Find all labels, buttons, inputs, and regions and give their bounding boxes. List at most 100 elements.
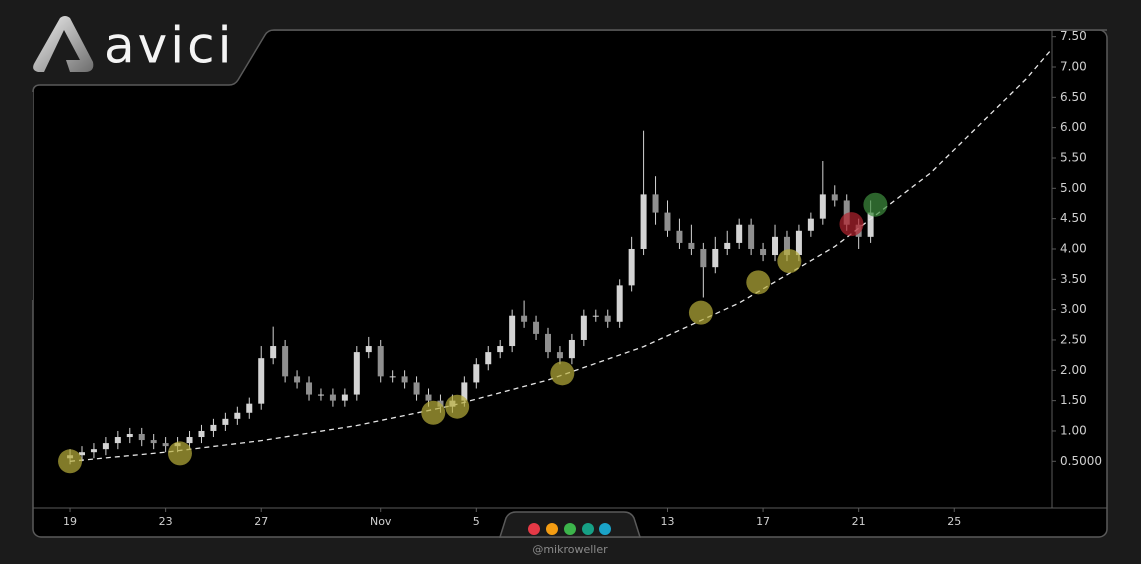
candle-body	[867, 212, 874, 237]
y-tick-label: 0.5000	[1060, 454, 1102, 468]
y-tick-label: 3.00	[1060, 302, 1087, 316]
logo-icon	[33, 16, 94, 72]
x-tick-label: 25	[947, 515, 961, 528]
touch-marker	[777, 249, 802, 274]
y-tick-label: 5.00	[1060, 181, 1087, 195]
candle-body	[294, 376, 301, 383]
candle-body	[461, 382, 468, 401]
candle-body	[114, 437, 121, 444]
candle-body	[186, 437, 193, 444]
candle-body	[807, 218, 814, 231]
candle-body	[616, 285, 623, 322]
candle-body	[353, 352, 360, 395]
x-tick-label: 13	[660, 515, 674, 528]
candle-body	[772, 236, 779, 256]
candle-body	[473, 364, 480, 383]
candle-body	[652, 194, 659, 213]
candle-body	[580, 315, 587, 340]
candle-body	[306, 382, 313, 395]
touch-marker	[167, 441, 192, 466]
candle-body	[246, 403, 253, 413]
candle-body	[736, 224, 743, 243]
y-tick-label: 6.50	[1060, 90, 1087, 104]
candle-body	[102, 443, 109, 450]
x-tick-label: 17	[756, 515, 770, 528]
candle-body	[604, 315, 611, 322]
candle-body	[485, 352, 492, 365]
candle-body	[162, 443, 169, 447]
touch-marker	[688, 300, 713, 325]
y-tick-label: 1.50	[1060, 393, 1087, 407]
candle-body	[688, 242, 695, 249]
trend-line	[69, 48, 1053, 462]
x-tick-label: Nov	[370, 515, 392, 528]
logo-tab-edge	[32, 29, 1107, 93]
touch-marker	[746, 270, 771, 295]
candle-body	[150, 440, 157, 444]
candle-body	[664, 212, 671, 231]
candle-body	[592, 315, 599, 317]
candle-body	[544, 333, 551, 353]
candle-body	[497, 346, 504, 353]
candle-body	[90, 449, 97, 453]
y-tick-label: 1.00	[1060, 423, 1087, 437]
candle-body	[377, 346, 384, 377]
candle-body	[365, 346, 372, 353]
dot	[528, 523, 540, 535]
candle-body	[258, 358, 265, 404]
candle-body	[640, 194, 647, 249]
plot-area: 7.50 7.00 6.50 6.00 5.50 5.00 4.50 4.00 3.50 3.00…	[58, 29, 1102, 528]
candle-body	[783, 236, 790, 256]
candle-body	[712, 248, 719, 268]
x-tick-label: 19	[63, 515, 77, 528]
touch-marker	[58, 449, 83, 474]
candle-body	[222, 418, 229, 425]
candle-body	[831, 194, 838, 201]
y-tick-label: 5.50	[1060, 150, 1087, 164]
candle-body	[341, 394, 348, 401]
candle-body	[568, 339, 575, 359]
y-tick-label: 2.50	[1060, 332, 1087, 346]
candle-body	[282, 346, 289, 377]
x-tick-label: 5	[473, 515, 480, 528]
logo-text: avici	[104, 17, 235, 75]
candle-body	[270, 346, 277, 359]
y-tick-label: 4.50	[1060, 211, 1087, 225]
candle-body	[795, 230, 802, 256]
touch-marker	[863, 192, 888, 217]
y-tick-label: 7.50	[1060, 29, 1087, 43]
candle-body	[234, 412, 241, 419]
candle-body	[676, 230, 683, 243]
candle-body	[760, 248, 767, 256]
candle-body	[413, 382, 420, 395]
y-tick-label: 2.00	[1060, 363, 1087, 377]
dot	[546, 523, 558, 535]
touch-marker	[839, 212, 864, 237]
candle-body	[748, 224, 755, 249]
candle-body	[138, 433, 145, 441]
candle-body	[389, 376, 396, 378]
candle-body	[556, 352, 563, 359]
touch-marker	[445, 394, 470, 419]
plot-panel	[32, 29, 1108, 538]
candle-body	[210, 424, 217, 431]
candle-body	[317, 394, 324, 396]
touch-marker	[421, 400, 446, 425]
candle-body	[401, 376, 408, 383]
dot	[564, 523, 576, 535]
x-tick-label: 23	[159, 515, 173, 528]
candle-body	[819, 194, 826, 219]
touch-marker	[550, 361, 575, 386]
credit: @mikroweller	[532, 543, 608, 556]
candle-body	[724, 242, 731, 249]
candle-body	[533, 321, 540, 334]
dot	[582, 523, 594, 535]
y-tick-label: 7.00	[1060, 60, 1087, 74]
candle-body	[843, 200, 850, 225]
y-tick-label: 6.00	[1060, 120, 1087, 134]
candle-body	[198, 430, 205, 438]
candle-body	[425, 394, 432, 401]
candle-body	[78, 452, 85, 456]
